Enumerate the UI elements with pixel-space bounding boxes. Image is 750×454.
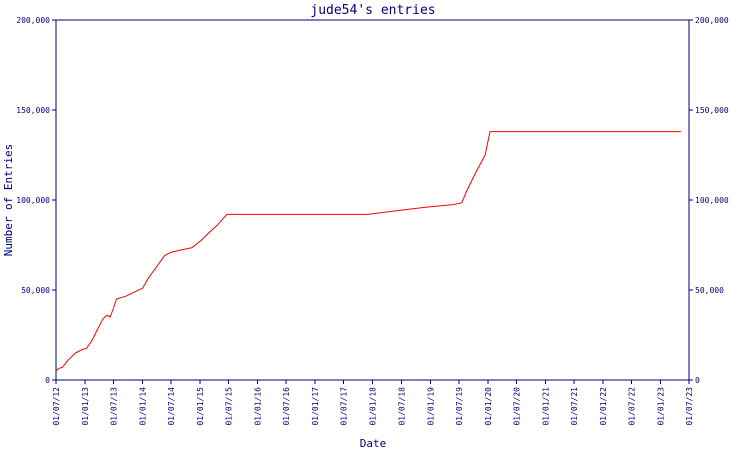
x-tick-label: 01/01/13 [81,387,90,426]
x-tick-label: 01/01/15 [196,387,205,426]
x-tick-label: 01/07/15 [225,387,234,426]
x-tick-label: 01/07/19 [455,387,464,426]
x-tick-label: 01/01/21 [541,387,550,426]
x-tick-label: 01/01/18 [369,387,378,426]
y-tick-label-left: 0 [45,376,50,385]
x-tick-label: 01/07/21 [570,387,579,426]
plot-frame [55,19,690,381]
y-tick-label-left: 200,000 [16,16,50,25]
x-tick-label: 01/07/13 [110,387,119,426]
x-tick-label: 01/07/17 [340,387,349,426]
x-tick-label: 01/01/17 [311,387,320,426]
y-axis-title-group: Number of Entries [2,144,15,257]
y-tick-label-left: 100,000 [16,196,50,205]
x-tick-label: 01/07/20 [512,387,521,426]
plot-layer: 0 0 50,000 50,000 100,000 100,000 150,000 150,0… [16,16,729,426]
x-tick-label: 01/01/19 [426,387,435,426]
y-tick-label-right: 100,000 [695,196,729,205]
x-tick-label: 01/01/22 [599,387,608,426]
x-axis-title: Date [360,437,387,450]
y-axis-title: Number of Entries [2,144,15,257]
y-tick-label-right: 0 [695,376,700,385]
x-tick-label: 01/07/16 [282,387,291,426]
y-tick-label-right: 50,000 [695,286,724,295]
y-tick-label-right: 150,000 [695,106,729,115]
series-line-entries [55,131,681,372]
y-tick-label-right: 200,000 [695,16,729,25]
y-tick-label-left: 150,000 [16,106,50,115]
x-tick-label: 01/07/18 [397,387,406,426]
x-tick-label: 01/01/14 [139,387,148,426]
x-tick-label: 01/01/16 [254,387,263,426]
x-tick-label: 01/07/22 [627,387,636,426]
x-tick-label: 01/07/12 [52,387,61,426]
chart-title: jude54's entries [310,3,435,18]
x-tick-label: 01/01/20 [484,387,493,426]
x-tick-label: 01/07/23 [685,387,694,426]
x-tick-label: 01/07/14 [167,387,176,426]
y-tick-label-left: 50,000 [21,286,50,295]
x-tick-label: 01/01/23 [656,387,665,426]
